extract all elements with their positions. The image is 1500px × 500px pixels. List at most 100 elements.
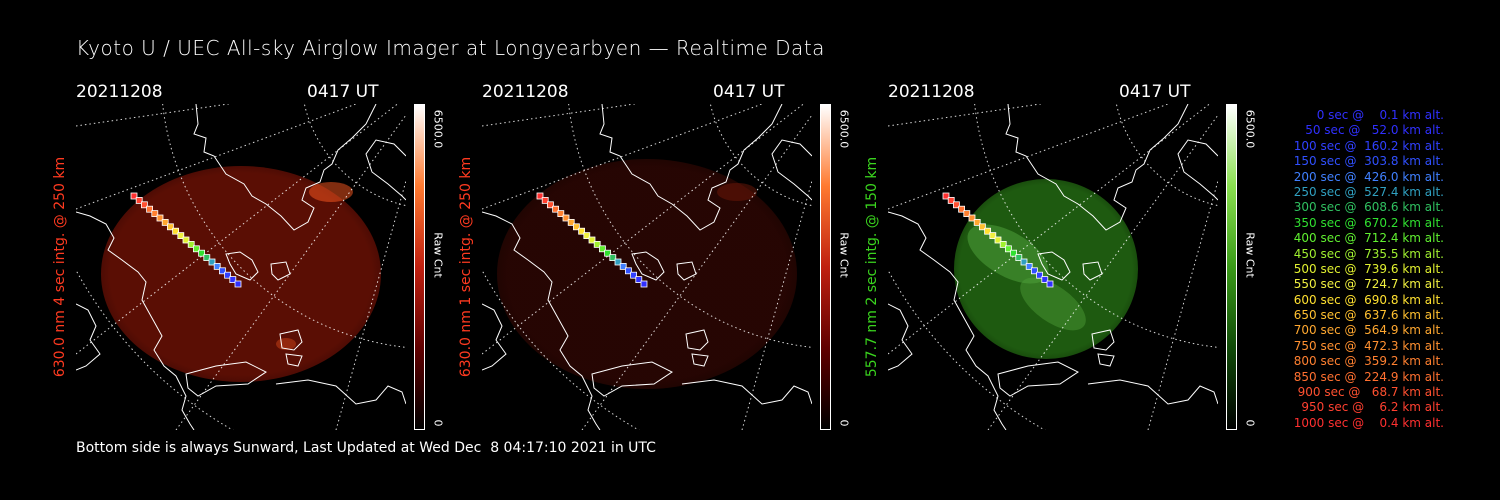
track-point xyxy=(630,271,638,279)
track-point xyxy=(552,205,559,213)
legend-row: 800 sec @ 359.2 km alt. xyxy=(1293,354,1444,369)
legend-row: 50 sec @ 52.0 km alt. xyxy=(1305,123,1444,138)
coastline xyxy=(1087,379,1218,405)
island xyxy=(270,261,291,281)
coastline xyxy=(997,361,1079,397)
track-point xyxy=(562,214,570,222)
colorbar-max: 6500.0 xyxy=(837,109,851,149)
track-point xyxy=(1010,249,1017,257)
track-point xyxy=(1020,258,1028,266)
track-point xyxy=(229,276,237,284)
track-point xyxy=(567,219,575,226)
coastline xyxy=(76,211,195,430)
meridian-line xyxy=(76,104,358,210)
track-point xyxy=(1046,280,1054,288)
legend-row: 0 sec @ 0.1 km alt. xyxy=(1316,108,1444,122)
island xyxy=(1091,329,1115,351)
track-point xyxy=(234,280,242,288)
track-point xyxy=(203,254,211,262)
track-point xyxy=(213,262,221,270)
meridian-line xyxy=(335,178,406,430)
track-point xyxy=(1036,271,1044,279)
meridian-line xyxy=(741,178,812,430)
track-point xyxy=(604,249,611,257)
track-point xyxy=(614,258,622,266)
coastline xyxy=(771,139,812,201)
island xyxy=(225,251,259,281)
track-point xyxy=(557,210,565,217)
track-point xyxy=(578,227,585,235)
track-point xyxy=(187,240,195,248)
track-point xyxy=(182,236,190,244)
track-point xyxy=(193,245,200,253)
track-point xyxy=(172,227,179,235)
track-point xyxy=(593,240,601,248)
legend-row: 450 sec @ 735.5 km alt. xyxy=(1293,246,1444,261)
track-point xyxy=(1005,245,1012,253)
island xyxy=(285,353,303,367)
track-point xyxy=(609,254,617,262)
track-point xyxy=(994,236,1002,244)
panel-time: 0417 UT xyxy=(307,82,379,102)
island xyxy=(1037,251,1071,281)
colorbar xyxy=(414,104,425,430)
coastline xyxy=(888,303,913,371)
track-point xyxy=(536,192,544,200)
panel-time: 0417 UT xyxy=(1119,82,1191,102)
legend-row: 1000 sec @ 0.4 km alt. xyxy=(1293,415,1444,430)
legend-row: 150 sec @ 303.8 km alt. xyxy=(1293,154,1444,169)
track-point xyxy=(161,219,169,226)
coastline xyxy=(275,379,406,405)
allsky-image xyxy=(482,104,812,430)
track-point xyxy=(588,236,596,244)
panel-time: 0417 UT xyxy=(713,82,785,102)
panel-date: 20211208 xyxy=(76,82,163,102)
panel-date: 20211208 xyxy=(888,82,975,102)
island xyxy=(279,329,303,351)
track-point xyxy=(208,258,216,266)
footer-note: Bottom side is always Sunward, Last Upda… xyxy=(76,440,656,456)
coastline xyxy=(482,211,601,430)
track-point xyxy=(984,227,991,235)
airglow-panel-630-1s: 20211208 0417 UT 630.0 nm 1 sec intg. @ … xyxy=(458,80,862,430)
allsky-image xyxy=(888,104,1218,430)
panel-ylabel: 557.7 nm 2 sec intg. @ 150 km xyxy=(864,156,880,378)
legend-row: 350 sec @ 670.2 km alt. xyxy=(1293,215,1444,230)
track-point xyxy=(619,262,627,270)
legend-row: 600 sec @ 690.8 km alt. xyxy=(1293,292,1444,307)
aurora-patch xyxy=(1020,277,1086,331)
track-point xyxy=(198,249,205,257)
legend-row: 200 sec @ 426.0 km alt. xyxy=(1293,169,1444,184)
legend-row: 300 sec @ 608.6 km alt. xyxy=(1293,200,1444,215)
track-point xyxy=(999,240,1007,248)
track-point xyxy=(942,192,950,200)
panel-date: 20211208 xyxy=(482,82,569,102)
track-point xyxy=(218,267,226,275)
track-point xyxy=(541,197,549,204)
coastline xyxy=(365,139,406,201)
coastline xyxy=(185,361,267,397)
coastline xyxy=(1005,104,1189,231)
track-point xyxy=(135,197,143,204)
track-point xyxy=(953,201,960,209)
legend-row: 100 sec @ 160.2 km alt. xyxy=(1293,138,1444,153)
track-point xyxy=(989,232,997,240)
legend-row: 500 sec @ 739.6 km alt. xyxy=(1293,261,1444,276)
track-point xyxy=(1041,276,1049,284)
meridian-line xyxy=(482,104,764,210)
island xyxy=(1082,261,1103,281)
legend-row: 900 sec @ 68.7 km alt. xyxy=(1297,385,1444,400)
colorbar-label: Raw Cnt xyxy=(431,232,445,278)
aurora-patch xyxy=(309,182,353,202)
panel-ylabel: 630.0 nm 1 sec intg. @ 250 km xyxy=(458,156,474,378)
meridian-line xyxy=(175,114,406,430)
island xyxy=(685,329,709,351)
track-point xyxy=(958,205,965,213)
coastline xyxy=(888,211,1007,430)
colorbar-max: 6500.0 xyxy=(1243,109,1257,149)
colorbar-label: Raw Cnt xyxy=(1243,232,1257,278)
track-point xyxy=(177,232,185,240)
track-point xyxy=(1030,267,1038,275)
airglow-panel-630-4s: 20211208 0417 UT 630.0 nm 4 sec intg. @ … xyxy=(52,80,456,430)
coastline xyxy=(599,104,783,231)
